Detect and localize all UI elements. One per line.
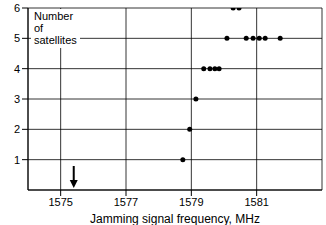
svg-text:1575: 1575 — [48, 196, 72, 208]
svg-text:3: 3 — [14, 93, 20, 105]
svg-text:1581: 1581 — [244, 196, 268, 208]
svg-text:1577: 1577 — [114, 196, 138, 208]
html-text:of: of — [34, 22, 44, 34]
svg-text:2: 2 — [14, 123, 20, 135]
html-text:Number: Number — [34, 10, 74, 22]
svg-text:5: 5 — [14, 32, 20, 44]
svg-text:6: 6 — [14, 2, 20, 14]
svg-text:1579: 1579 — [179, 196, 203, 208]
html-text:satellites: satellites — [34, 34, 77, 46]
svg-text:Jamming signal frequency, MHz: Jamming signal frequency, MHz — [90, 212, 260, 225]
svg-text:1: 1 — [14, 154, 20, 166]
svg-text:4: 4 — [14, 63, 20, 75]
